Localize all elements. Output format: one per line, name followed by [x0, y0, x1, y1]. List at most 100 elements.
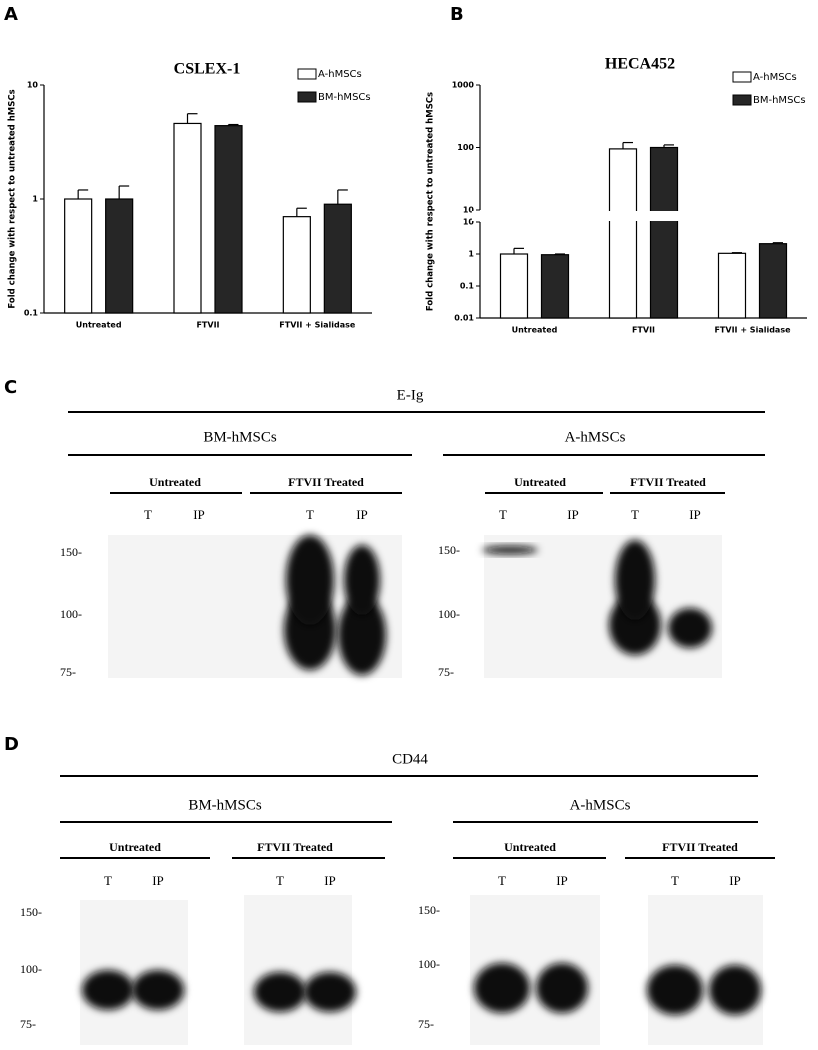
legend-label: BM-hMSCs	[753, 95, 806, 106]
legend-swatch	[732, 71, 752, 83]
condition-label: FTVII Treated	[257, 840, 333, 854]
lane-label: T	[671, 873, 679, 888]
y-tick-label: 1	[32, 195, 38, 204]
legend-swatch	[732, 94, 752, 106]
bar	[105, 198, 134, 314]
group-label: A-hMSCs	[565, 429, 626, 445]
blot-membrane	[484, 535, 605, 678]
lane-label: IP	[556, 873, 568, 888]
y-tick-label: 10	[27, 81, 39, 90]
bar	[499, 253, 529, 319]
lane-label: T	[276, 873, 284, 888]
lane-label: IP	[324, 873, 336, 888]
blot-band	[338, 595, 386, 675]
y-tick-label: 10	[463, 206, 475, 215]
lane-label: IP	[567, 507, 579, 522]
y-tick-label: 0.1	[460, 282, 475, 291]
blot-band	[286, 535, 334, 625]
axis-break	[472, 211, 809, 221]
lane-label: IP	[152, 873, 164, 888]
group-label: BM-hMSCs	[203, 429, 277, 445]
blot-band	[668, 608, 712, 648]
condition-label: FTVII Treated	[662, 840, 738, 854]
blot-band	[647, 965, 703, 1015]
mw-marker: 100-	[20, 962, 42, 976]
legend-label: BM-hMSCs	[318, 92, 371, 103]
mw-marker: 100-	[60, 607, 82, 621]
y-tick-label: 0.01	[454, 314, 474, 323]
bar	[323, 203, 352, 314]
chart-title: CSLEX-1	[174, 61, 241, 78]
blot-band	[615, 540, 655, 620]
panel-letter: B	[450, 4, 464, 25]
y-tick-label: 0.1	[24, 309, 39, 318]
lane-label: T	[631, 507, 639, 522]
blot-band	[254, 972, 306, 1012]
mw-marker: 75-	[60, 665, 76, 679]
mw-marker: 150-	[60, 545, 82, 559]
condition-label: Untreated	[514, 475, 566, 489]
bar	[649, 146, 679, 319]
y-tick-label: 100	[457, 143, 474, 152]
blot-band	[709, 965, 761, 1015]
panel-letter: D	[4, 734, 19, 755]
blot-title: CD44	[392, 751, 428, 767]
mw-marker: 75-	[20, 1017, 36, 1031]
blot-band	[82, 970, 134, 1010]
bar	[282, 216, 311, 314]
bar	[214, 125, 243, 314]
condition-label: Untreated	[504, 840, 556, 854]
lane-label: T	[498, 873, 506, 888]
blot-band	[474, 963, 530, 1013]
lane-label: IP	[193, 507, 205, 522]
bar	[717, 252, 747, 319]
blot-membrane	[244, 895, 352, 1045]
lane-label: IP	[729, 873, 741, 888]
lane-label: T	[306, 507, 314, 522]
legend-swatch	[297, 91, 317, 103]
bar	[608, 148, 638, 319]
legend-swatch	[297, 68, 317, 80]
x-tick-label: Untreated	[512, 326, 558, 335]
bar	[758, 243, 788, 319]
panel-letter: A	[4, 4, 18, 25]
chart-title: HECA452	[605, 56, 675, 73]
mw-marker: 150-	[20, 905, 42, 919]
mw-marker: 150-	[438, 543, 460, 557]
y-tick-label: 1000	[452, 81, 475, 90]
blot-band	[482, 546, 538, 554]
y-axis-label: Fold change with respect to untreated hM…	[8, 89, 18, 308]
y-axis-label: Fold change with respect to untreated hM…	[426, 92, 436, 311]
blot-band	[344, 545, 380, 615]
blot-band	[132, 970, 184, 1010]
bar	[540, 254, 570, 319]
group-label: BM-hMSCs	[188, 797, 262, 813]
mw-marker: 75-	[418, 1017, 434, 1031]
bar	[64, 198, 93, 314]
lane-label: T	[144, 507, 152, 522]
lane-label: IP	[356, 507, 368, 522]
panel-letter: C	[4, 377, 17, 398]
lane-label: IP	[689, 507, 701, 522]
mw-marker: 100-	[438, 607, 460, 621]
condition-label: FTVII Treated	[288, 475, 364, 489]
y-tick-label: 10	[463, 218, 475, 227]
x-tick-label: FTVII + Sialidase	[714, 326, 791, 335]
x-tick-label: FTVII + Sialidase	[279, 321, 356, 330]
blot-band	[536, 963, 588, 1013]
x-tick-label: Untreated	[76, 321, 122, 330]
condition-label: Untreated	[149, 475, 201, 489]
mw-marker: 150-	[418, 903, 440, 917]
condition-label: Untreated	[109, 840, 161, 854]
lane-label: T	[104, 873, 112, 888]
mw-marker: 75-	[438, 665, 454, 679]
mw-marker: 100-	[418, 957, 440, 971]
legend-label: A-hMSCs	[318, 69, 362, 80]
x-tick-label: FTVII	[632, 326, 655, 335]
blot-band	[304, 972, 356, 1012]
blot-title: E-Ig	[397, 387, 424, 403]
condition-label: FTVII Treated	[630, 475, 706, 489]
y-tick-label: 1	[468, 250, 474, 259]
lane-label: T	[499, 507, 507, 522]
